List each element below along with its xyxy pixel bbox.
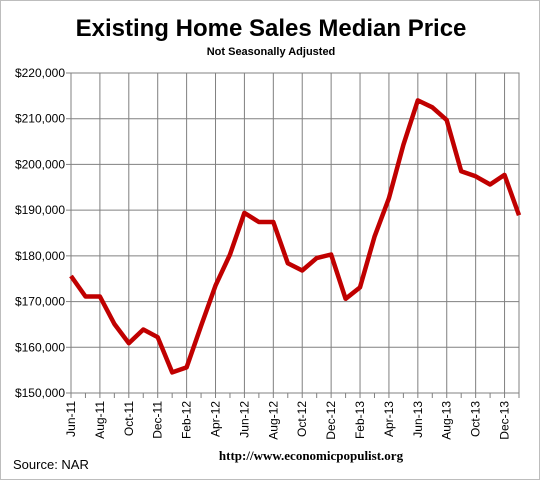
x-tick-label: Feb-12 <box>180 401 194 439</box>
plot-area <box>70 72 520 394</box>
x-tick-label: Jun-12 <box>237 401 251 438</box>
chart-title: Existing Home Sales Median Price <box>76 15 467 42</box>
x-tick-label: Jun-13 <box>411 401 425 438</box>
x-tick-label: Dec-12 <box>324 401 338 440</box>
x-tick-label: Oct-13 <box>469 401 483 437</box>
y-tick-label: $170,000 <box>15 295 65 309</box>
x-tick-label: Aug-11 <box>93 401 107 439</box>
x-tick-label: Aug-12 <box>266 401 280 440</box>
x-tick-label: Oct-11 <box>122 401 136 436</box>
x-tick-label: Apr-13 <box>382 401 396 437</box>
y-axis: $150,000 $160,000 $170,000 $180,000 $190,000… <box>15 66 71 400</box>
website-url: http://www.economicpopulist.org <box>219 448 404 463</box>
y-tick-label: $150,000 <box>15 386 65 400</box>
y-tick-label: $220,000 <box>15 66 65 80</box>
y-tick-label: $160,000 <box>15 340 65 354</box>
series-line <box>69 98 522 375</box>
y-tick-label: $200,000 <box>15 157 65 171</box>
x-tick-label: Feb-13 <box>353 401 367 439</box>
y-tick-label: $180,000 <box>15 249 65 263</box>
gridlines <box>71 73 519 393</box>
x-tick-label: Apr-12 <box>209 401 223 437</box>
chart-subtitle: Not Seasonally Adjusted <box>207 46 336 58</box>
x-tick-label: Aug-13 <box>440 401 454 440</box>
y-tick-label: $190,000 <box>15 203 65 217</box>
y-tick-label: $210,000 <box>15 112 65 126</box>
x-tick-label: Dec-11 <box>151 401 165 439</box>
x-tick-label: Jun-11 <box>64 401 78 437</box>
x-tick-label: Oct-12 <box>295 401 309 437</box>
series-group <box>69 98 522 375</box>
source-label: Source: NAR <box>13 457 89 472</box>
x-axis: Jun-11 Aug-11 Oct-11 Dec-11 Feb-12 Apr-12 Jun-… <box>64 393 520 440</box>
x-tick-label: Dec-13 <box>498 401 512 440</box>
